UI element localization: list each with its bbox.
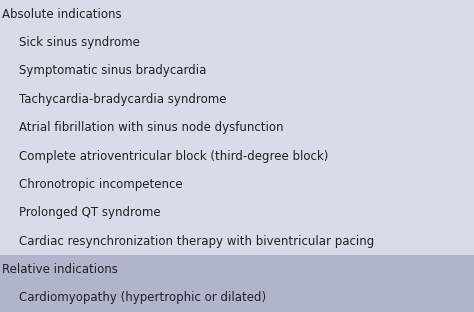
Text: Cardiomyopathy (hypertrophic or dilated): Cardiomyopathy (hypertrophic or dilated) [19,291,266,304]
Bar [0,170,474,198]
Bar [0,0,474,28]
Text: Cardiac resynchronization therapy with biventricular pacing: Cardiac resynchronization therapy with b… [19,235,374,248]
Bar [0,284,474,312]
Text: Relative indications: Relative indications [2,263,118,276]
Bar [0,142,474,170]
Text: Prolonged QT syndrome: Prolonged QT syndrome [19,206,161,219]
Bar [0,198,474,227]
Text: Atrial fibrillation with sinus node dysfunction: Atrial fibrillation with sinus node dysf… [19,121,283,134]
Bar [0,255,474,284]
Bar [0,227,474,255]
Text: Absolute indications: Absolute indications [2,8,121,21]
Bar [0,28,474,57]
Text: Complete atrioventricular block (third-degree block): Complete atrioventricular block (third-d… [19,149,328,163]
Bar [0,114,474,142]
Bar [0,57,474,85]
Text: Symptomatic sinus bradycardia: Symptomatic sinus bradycardia [19,64,206,77]
Bar [0,85,474,114]
Text: Tachycardia-bradycardia syndrome: Tachycardia-bradycardia syndrome [19,93,227,106]
Text: Sick sinus syndrome: Sick sinus syndrome [19,36,140,49]
Text: Chronotropic incompetence: Chronotropic incompetence [19,178,182,191]
